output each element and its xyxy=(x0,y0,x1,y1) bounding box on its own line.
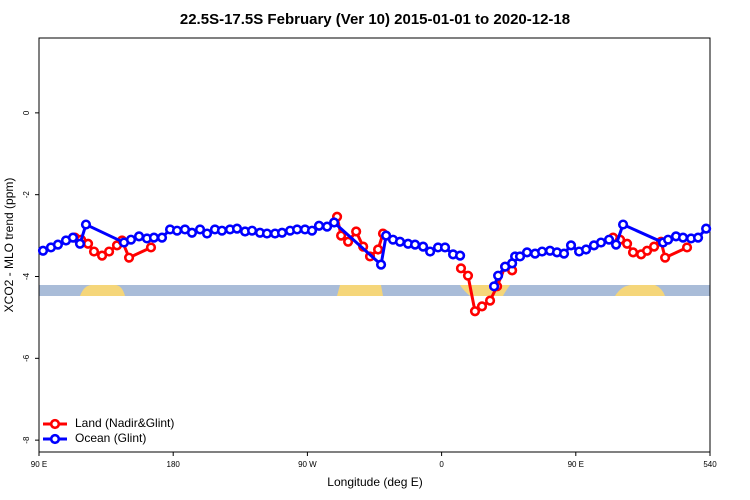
point xyxy=(231,223,243,234)
point xyxy=(660,252,671,263)
point xyxy=(677,232,689,243)
point xyxy=(488,281,500,292)
point xyxy=(343,236,354,247)
point xyxy=(558,248,570,259)
y-tick-label: -2 xyxy=(22,191,31,199)
point xyxy=(88,246,100,257)
point xyxy=(37,245,49,256)
land-patch xyxy=(337,285,383,296)
point xyxy=(276,227,288,238)
point xyxy=(610,239,622,250)
point xyxy=(328,217,340,228)
point xyxy=(186,227,198,238)
point xyxy=(216,225,228,236)
point xyxy=(82,238,94,249)
point xyxy=(409,239,421,250)
point xyxy=(617,219,629,230)
legend-label: Land (Nadir&Glint) xyxy=(75,416,174,430)
y-tick-label: -6 xyxy=(22,354,31,362)
point xyxy=(171,225,183,236)
land-patch xyxy=(80,285,125,296)
point xyxy=(621,238,633,249)
point xyxy=(133,231,145,242)
point xyxy=(394,236,406,247)
point xyxy=(156,232,168,243)
legend-marker xyxy=(49,418,61,430)
chart-title: 22.5S-17.5S February (Ver 10) 2015-01-01… xyxy=(180,11,570,28)
point xyxy=(123,252,135,263)
point xyxy=(335,230,347,241)
point xyxy=(692,232,704,243)
point xyxy=(493,270,504,281)
point xyxy=(514,251,526,262)
point xyxy=(537,246,548,257)
point xyxy=(145,242,157,253)
point xyxy=(292,224,303,235)
point xyxy=(439,242,451,253)
land-patch xyxy=(615,285,665,296)
point xyxy=(425,246,436,257)
x-axis-label: Longitude (deg E) xyxy=(327,475,422,489)
y-tick-label: -4 xyxy=(22,272,31,280)
point xyxy=(662,234,674,245)
point xyxy=(454,250,466,261)
point xyxy=(455,263,467,274)
point xyxy=(469,306,481,317)
point xyxy=(565,240,577,251)
point xyxy=(125,234,137,245)
point xyxy=(681,242,693,253)
point xyxy=(418,241,429,252)
point xyxy=(521,247,533,258)
point xyxy=(67,232,79,243)
point xyxy=(306,225,318,236)
point xyxy=(103,246,115,257)
point xyxy=(201,228,213,239)
point xyxy=(372,244,384,255)
plot-frame xyxy=(38,37,711,453)
point xyxy=(462,270,474,281)
legend-label: Ocean (Glint) xyxy=(75,431,146,445)
x-tick-label: 90 E xyxy=(568,460,584,469)
point xyxy=(261,228,273,239)
point xyxy=(80,219,92,230)
point xyxy=(52,239,64,250)
point xyxy=(321,221,333,232)
x-tick-label: 0 xyxy=(439,460,444,469)
x-tick-label: 180 xyxy=(167,460,181,469)
point xyxy=(701,223,712,234)
point xyxy=(375,259,387,270)
point xyxy=(641,245,653,256)
point xyxy=(595,237,607,248)
legend-marker xyxy=(49,433,61,445)
point xyxy=(74,238,86,249)
x-tick-label: 540 xyxy=(703,460,717,469)
point xyxy=(603,234,615,245)
surface-strip xyxy=(39,285,710,296)
point xyxy=(246,225,258,236)
x-tick-label: 90 W xyxy=(298,460,317,469)
point xyxy=(96,250,108,261)
point xyxy=(648,241,660,252)
y-tick-label: 0 xyxy=(22,110,31,115)
point xyxy=(313,220,325,231)
point xyxy=(351,226,362,237)
point xyxy=(627,247,639,258)
y-axis-label: XCO2 - MLO trend (ppm) xyxy=(2,178,16,313)
x-tick-label: 90 E xyxy=(31,460,47,469)
point xyxy=(381,230,392,241)
point xyxy=(580,244,592,255)
point xyxy=(194,224,206,235)
point xyxy=(484,295,496,306)
point xyxy=(476,301,488,312)
y-tick-label: -8 xyxy=(22,436,31,444)
point xyxy=(148,232,160,243)
